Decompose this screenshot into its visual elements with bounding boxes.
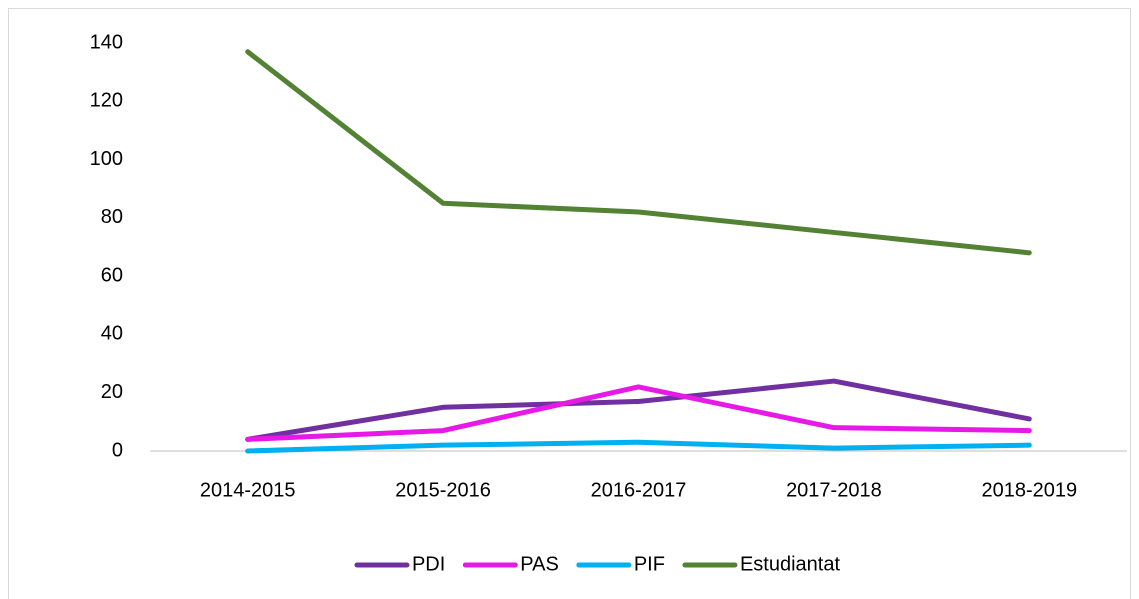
chart-border bbox=[8, 8, 1131, 599]
legend-label: PIF bbox=[634, 553, 665, 575]
x-tick-label: 2015-2016 bbox=[395, 479, 491, 501]
y-tick-label: 20 bbox=[101, 381, 123, 403]
series-line bbox=[245, 378, 1032, 442]
series-line bbox=[245, 384, 1032, 442]
y-tick-label: 140 bbox=[90, 31, 123, 53]
y-tick-label: 80 bbox=[101, 206, 123, 228]
series-line bbox=[245, 439, 1032, 454]
x-tick-label: 2018-2019 bbox=[981, 479, 1077, 501]
y-tick-label: 120 bbox=[90, 90, 123, 112]
y-tick-label: 60 bbox=[101, 264, 123, 286]
x-tick-label: 2014-2015 bbox=[200, 479, 296, 501]
legend-label: PDI bbox=[412, 553, 445, 575]
y-tick-label: 40 bbox=[101, 323, 123, 345]
y-tick-label: 0 bbox=[112, 439, 123, 461]
x-tick-label: 2017-2018 bbox=[786, 479, 882, 501]
x-tick-label: 2016-2017 bbox=[591, 479, 687, 501]
legend-label: Estudiantat bbox=[740, 553, 841, 575]
legend-label: PAS bbox=[520, 553, 559, 575]
series-line bbox=[245, 49, 1032, 256]
y-tick-label: 100 bbox=[90, 148, 123, 170]
